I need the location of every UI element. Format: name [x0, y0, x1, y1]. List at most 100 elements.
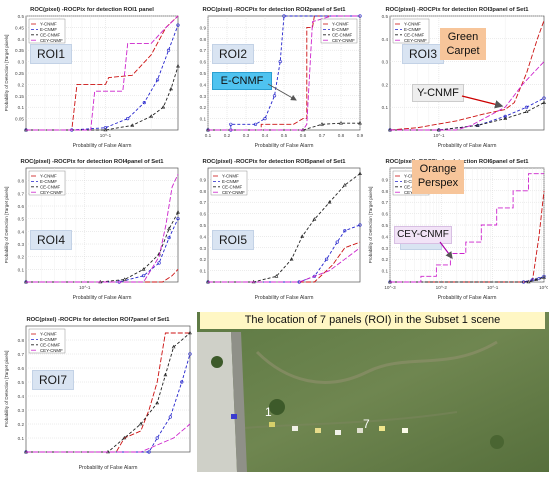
y-tick-label: 0.8 — [382, 189, 389, 194]
data-point — [157, 261, 161, 265]
y-tick-label: 0.2 — [18, 82, 25, 87]
chart-roi7-svg: ROC(pixel) -ROCPix for detection ROI7pan… — [2, 312, 194, 472]
y-tick-label: 0.5 — [382, 14, 389, 19]
data-point — [297, 280, 301, 284]
x-tick-label: 0.3 — [243, 133, 250, 138]
chart-title: ROC(pixel) -ROCPix for detection ROI7pan… — [26, 317, 170, 323]
photo-building-shadow — [231, 332, 247, 472]
data-point — [155, 436, 159, 440]
data-point — [166, 48, 171, 52]
roi-tag-2: ROI2 — [212, 44, 255, 64]
series-line-y-cnmf — [26, 268, 179, 283]
y-tick-label: 0.9 — [200, 177, 207, 182]
y-tick-label: 0.6 — [18, 366, 25, 371]
y-tick-label: 0.1 — [382, 269, 389, 274]
y-tick-label: 0.5 — [382, 223, 389, 228]
y-axis-label: Probability of Detection [Target pixels] — [368, 187, 373, 264]
data-point — [155, 400, 160, 405]
y-tick-label: 0.1 — [382, 105, 389, 110]
data-point — [503, 116, 508, 120]
y-tick-label: 0.4 — [18, 394, 25, 399]
legend-label: CE-CNMF — [222, 184, 243, 189]
x-axis-label: Probability of False Alarm — [255, 143, 314, 149]
legend-label: Y-CNMF — [40, 174, 57, 179]
x-tick-label: 10^-1 — [79, 285, 91, 290]
chart-title: ROC(pixel) -ROCPix for detection ROI3pan… — [385, 7, 529, 13]
series-line-y-cnmf — [26, 332, 190, 453]
data-point — [475, 123, 480, 127]
data-point — [320, 122, 324, 126]
y-tick-label: 0.5 — [200, 223, 207, 228]
y-tick-label: 0.1 — [200, 117, 207, 122]
data-point — [358, 223, 362, 227]
data-point — [339, 121, 343, 125]
x-tick-label: 10^-2 — [436, 285, 448, 290]
series-line-y-cnmf — [208, 15, 360, 131]
data-point — [126, 116, 130, 121]
y-axis-label: Probability of Detection [Target pixels] — [4, 351, 9, 428]
y-axis-label: Probability of Detection [Target pixels] — [4, 187, 9, 264]
y-tick-label: 0.5 — [18, 217, 25, 222]
x-axis-label: Probability of False Alarm — [255, 295, 314, 301]
plot-area — [25, 167, 179, 283]
legend-label: CEY-CNMF — [404, 38, 427, 43]
data-point — [176, 64, 180, 68]
y-tick-label: 0.9 — [200, 25, 207, 30]
y-axis-label: Probability of Detection [Target pixels] — [4, 35, 9, 112]
chart-roi4: ROC(pixel) -ROCPix for detection ROI4pan… — [2, 154, 182, 302]
x-tick-label: 10^0 — [539, 285, 548, 290]
y-tick-label: 0.9 — [382, 177, 389, 182]
chart-roi5: ROC(pixel) -ROCPix for detection ROI5pan… — [184, 154, 364, 302]
photo-title: The location of 7 panels (ROI) in the Su… — [200, 312, 545, 329]
series-line-ce-cnmf — [26, 332, 191, 453]
data-point — [263, 116, 267, 121]
legend-label: CE-CNMF — [40, 32, 61, 37]
arrow-ecnmf — [267, 83, 297, 101]
legend-label: E-CNMF — [40, 337, 57, 342]
photo-panel-5 — [357, 428, 363, 433]
photo-panel-7 — [402, 428, 408, 433]
series-line-cey-cnmf — [26, 423, 191, 453]
series-line-cey-cnmf — [26, 174, 179, 283]
y-tick-label: 0.2 — [18, 422, 25, 427]
x-tick-label: 10^-1 — [433, 133, 445, 138]
data-point — [122, 277, 127, 281]
x-tick-label: 0.9 — [357, 133, 364, 138]
data-point — [312, 274, 316, 278]
y-tick-label: 0.25 — [15, 71, 24, 76]
data-point — [142, 101, 146, 105]
data-point — [171, 344, 176, 349]
x-tick-label: 10^-3 — [384, 285, 396, 290]
y-tick-label: 0.4 — [200, 82, 207, 87]
y-tick-label: 0.4 — [18, 229, 25, 234]
y-tick-label: 0.8 — [200, 37, 207, 42]
data-point — [300, 234, 305, 238]
x-axis-label: Probability of False Alarm — [438, 295, 497, 301]
y-tick-label: 0.45 — [15, 25, 24, 30]
data-point — [534, 277, 538, 282]
y-tick-label: 0.4 — [18, 37, 25, 42]
data-point — [542, 275, 546, 279]
data-point — [168, 415, 172, 419]
chart-roi7: ROC(pixel) -ROCPix for detection ROI7pan… — [2, 312, 194, 472]
data-point — [167, 236, 171, 240]
data-point — [335, 240, 339, 244]
series-line-cey-cnmf — [208, 247, 361, 283]
x-axis-label: Probability of False Alarm — [79, 465, 138, 471]
x-tick-label: 0.5 — [281, 133, 288, 138]
roi-tag-5: ROI5 — [212, 230, 255, 250]
data-point — [188, 330, 192, 335]
y-tick-label: 0.2 — [200, 105, 207, 110]
x-axis-label: Probability of False Alarm — [73, 143, 132, 149]
aerial-photo: 1 7 — [197, 312, 549, 472]
x-tick-label: 0.2 — [224, 133, 231, 138]
series-line-ce-cnmf — [390, 102, 545, 131]
y-tick-label: 0.4 — [382, 234, 389, 239]
x-tick-label: 0.4 — [262, 133, 269, 138]
data-point — [149, 114, 154, 118]
callout-ecnmf: E-CNMF — [212, 72, 272, 90]
y-tick-label: 0.7 — [200, 48, 207, 53]
chart-title: ROC(pixel) -ROCPix for detection ROI1 pa… — [30, 7, 154, 13]
data-point — [342, 182, 347, 187]
